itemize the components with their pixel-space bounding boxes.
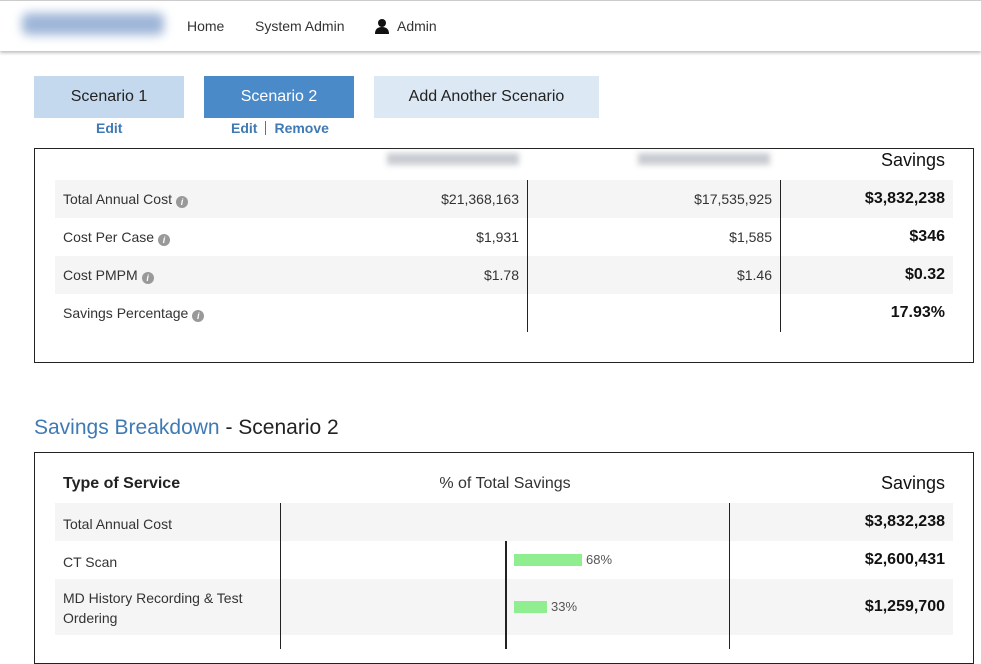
row-bg xyxy=(55,503,953,541)
column-divider xyxy=(280,503,281,649)
heading-title: Savings Breakdown xyxy=(34,416,220,439)
user-icon xyxy=(375,19,389,34)
percent-label: 33% xyxy=(551,599,578,614)
service-label: Total Annual Cost xyxy=(63,516,172,532)
savings-value: $3,832,238 xyxy=(864,190,945,207)
scenario-2-value: $1,585 xyxy=(729,229,772,245)
row-label: Savings Percentage i xyxy=(63,294,205,332)
add-scenario-button[interactable]: Add Another Scenario xyxy=(374,76,599,118)
savings-value: 17.93% xyxy=(890,304,945,321)
savings-value: $2,600,431 xyxy=(864,551,945,568)
scenario-1-value: $1.78 xyxy=(483,267,519,283)
nav-link[interactable]: Admin xyxy=(397,18,437,34)
percent-label: 68% xyxy=(586,552,613,567)
section-heading: Savings Breakdown - Scenario 2 xyxy=(34,416,339,440)
nav-link[interactable]: Home xyxy=(187,18,225,34)
remove-link[interactable]: Remove xyxy=(274,120,329,136)
row-label: Total Annual Cost i xyxy=(63,180,188,218)
percent-bar xyxy=(514,554,582,566)
row-bg xyxy=(55,579,953,635)
scenario-2-value: $17,535,925 xyxy=(694,191,772,207)
row-label: Cost Per Case i xyxy=(63,218,171,256)
info-icon[interactable]: i xyxy=(175,196,188,208)
nav-link[interactable]: System Admin xyxy=(255,18,345,34)
row-bg xyxy=(55,256,953,294)
savings-value: $1,259,700 xyxy=(864,598,945,615)
scenario-tab[interactable]: Scenario 2 xyxy=(204,76,354,118)
savings-value: $0.32 xyxy=(904,266,945,283)
column-header: Type of Service xyxy=(63,475,181,492)
service-label: CT Scan xyxy=(63,554,118,570)
top-nav: Home System Admin Admin xyxy=(0,0,981,51)
info-icon[interactable]: i xyxy=(158,234,171,246)
comparison-table xyxy=(34,148,974,363)
logo[interactable] xyxy=(22,13,164,35)
separator xyxy=(265,121,267,135)
service-label: MD History Recording & Test Ordering xyxy=(63,590,243,626)
info-icon[interactable]: i xyxy=(141,272,154,284)
column-divider xyxy=(527,180,528,332)
info-icon[interactable]: i xyxy=(192,310,205,322)
savings-value: $346 xyxy=(909,228,945,245)
savings-header: Savings xyxy=(880,150,945,170)
axis-line xyxy=(505,541,507,649)
edit-link[interactable]: Edit xyxy=(96,120,123,136)
savings-value: $3,832,238 xyxy=(864,513,945,530)
column-divider xyxy=(729,503,730,649)
scenario-2-value: $1.46 xyxy=(736,267,772,283)
column-divider xyxy=(780,180,781,332)
scenario-header-blurred xyxy=(638,153,770,165)
scenario-tab[interactable]: Scenario 1 xyxy=(34,76,184,118)
percent-bar xyxy=(514,601,547,613)
scenario-1-value: $1,931 xyxy=(476,229,519,245)
scenario-1-value: $21,368,163 xyxy=(441,191,519,207)
edit-link[interactable]: Edit xyxy=(231,120,258,136)
column-header: % of Total Savings xyxy=(439,475,571,492)
scenario-header-blurred xyxy=(387,153,519,165)
scenario-links: Edit Remove xyxy=(231,120,329,136)
heading-subtitle: - Scenario 2 xyxy=(225,416,339,439)
row-label: Cost PMPM i xyxy=(63,256,154,294)
column-header: Savings xyxy=(880,473,945,493)
row-bg xyxy=(55,180,953,218)
